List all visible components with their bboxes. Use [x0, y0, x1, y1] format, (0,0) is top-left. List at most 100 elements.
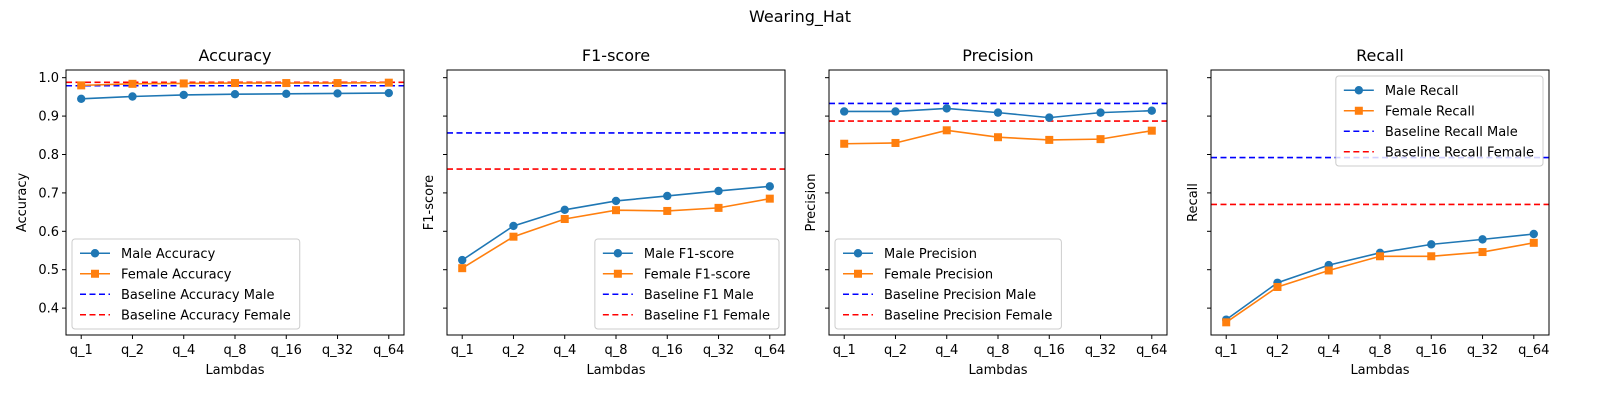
legend-label-baseline-f1-female: Baseline F1 Female: [644, 308, 770, 323]
data-point-male-f1-score: [611, 196, 621, 206]
x-tick-label-f1-score: q_4: [553, 343, 576, 358]
data-point-female-f1-score: [714, 203, 723, 212]
data-point-male-accuracy: [230, 89, 240, 99]
data-point-female-accuracy: [128, 79, 137, 88]
legend-box: [594, 238, 780, 330]
panel-recall: Recall q_1 q_2 q_4 q_8 q_16 q_32 q_64 Lambdas Rec…: [1186, 46, 1550, 378]
panel-accuracy: Accuracy 0.4 0.5 0.6 0.7 0.8 0.9 1.0 q_1 q_2 q_4 q_…: [15, 46, 405, 378]
data-point-female-recall: [1324, 266, 1333, 275]
legend-marker-male-recall: [1354, 86, 1364, 95]
data-point-male-precision: [891, 107, 900, 116]
legend-label-baseline-precision-female: Baseline Precision Female: [884, 308, 1052, 323]
legend-label-female-recall: Female Recall: [1385, 104, 1475, 119]
x-tick-label-f1-score: q_1: [451, 343, 474, 358]
data-point-female-accuracy: [231, 79, 239, 88]
data-point-male-recall: [1478, 235, 1487, 244]
x-tick-label-recall: q_32: [1467, 343, 1498, 358]
y-axis-label-precision: Precision: [804, 173, 819, 231]
data-point-female-accuracy: [179, 79, 188, 88]
legend-precision: Male Precision Female Precision Baseline P…: [834, 238, 1062, 330]
x-tick-label-recall: q_64: [1518, 343, 1549, 358]
legend-marker-male-f1-score: [613, 249, 623, 258]
x-tick-label-precision: q_8: [986, 343, 1009, 358]
x-axis-label-accuracy: Lambdas: [205, 363, 264, 378]
data-point-male-accuracy: [282, 89, 291, 99]
x-tick-label-recall: q_2: [1266, 343, 1289, 358]
data-point-female-accuracy: [77, 81, 86, 90]
x-tick-label-precision: q_32: [1085, 343, 1116, 358]
legend-label-male-precision: Male Precision: [884, 247, 977, 262]
legend-box: [71, 238, 301, 330]
data-point-male-accuracy: [384, 88, 393, 98]
x-tick-label-f1-score: q_64: [754, 343, 785, 358]
data-point-male-precision: [993, 108, 1003, 117]
x-tick-label-precision: q_2: [884, 343, 907, 358]
legend-f1-score: Male F1-score Female F1-score Baseline F1 …: [594, 238, 780, 330]
data-point-female-accuracy: [333, 79, 342, 88]
chart-panels: Accuracy 0.4 0.5 0.6 0.7 0.8 0.9 1.0 q_1 q_2 q_4 q_…: [15, 46, 1550, 378]
x-tick-label-f1-score: q_8: [604, 343, 627, 358]
legend-label-baseline-recall-male: Baseline Recall Male: [1385, 125, 1518, 140]
legend-label-baseline-precision-male: Baseline Precision Male: [884, 288, 1036, 303]
axes-frame-recall: [1210, 69, 1550, 336]
legend-label-male-f1-score: Male F1-score: [644, 247, 734, 262]
figure-suptitle: Wearing_Hat: [749, 7, 851, 27]
data-point-female-f1-score: [458, 264, 467, 273]
data-point-male-precision: [1096, 108, 1105, 117]
x-tick-label-accuracy: q_32: [322, 343, 353, 358]
data-point-male-f1-score: [714, 186, 723, 196]
data-point-male-precision: [840, 107, 849, 116]
legend-label-male-recall: Male Recall: [1385, 84, 1459, 99]
x-tick-label-precision: q_1: [833, 343, 856, 358]
data-point-female-recall: [1478, 248, 1487, 257]
legend-label-female-f1-score: Female F1-score: [644, 267, 751, 282]
x-tick-label-accuracy: q_2: [121, 343, 144, 358]
x-tick-label-precision: q_4: [935, 343, 958, 358]
legend-label-baseline-accuracy-female: Baseline Accuracy Female: [121, 308, 291, 323]
panel-title-f1-score: F1-score: [582, 46, 650, 65]
x-tick-label-recall: q_8: [1368, 343, 1391, 358]
data-point-female-f1-score: [560, 215, 569, 224]
x-axis-label-recall: Lambdas: [1350, 363, 1409, 378]
data-point-female-precision: [840, 139, 849, 148]
legend-box: [1335, 75, 1544, 167]
data-point-female-precision: [1096, 135, 1105, 144]
legend-marker-female-recall: [1354, 106, 1363, 115]
data-point-male-recall: [1427, 240, 1436, 249]
data-point-female-precision: [942, 126, 951, 135]
y-tick-label-accuracy: 0.8: [38, 148, 59, 163]
x-axis-label-f1-score: Lambdas: [586, 363, 645, 378]
data-point-female-recall: [1427, 252, 1436, 261]
x-tick-label-precision: q_64: [1136, 343, 1167, 358]
data-point-male-accuracy: [179, 90, 188, 100]
legend-marker-male-accuracy: [90, 249, 100, 258]
x-tick-label-accuracy: q_1: [70, 343, 93, 358]
x-tick-label-accuracy: q_16: [271, 343, 302, 358]
x-tick-label-f1-score: q_32: [703, 343, 734, 358]
data-point-female-f1-score: [612, 206, 620, 215]
data-point-female-accuracy: [384, 78, 393, 87]
data-point-male-accuracy: [77, 94, 86, 104]
axes-frame-f1-score: [446, 69, 786, 336]
data-point-female-accuracy: [282, 79, 291, 88]
legend-accuracy: Male Accuracy Female Accuracy Baseline Acc…: [71, 238, 301, 330]
data-point-female-recall: [1376, 252, 1384, 261]
data-point-female-recall: [1529, 238, 1538, 247]
data-point-male-precision: [942, 104, 951, 113]
y-tick-label-accuracy: 0.9: [38, 110, 59, 125]
data-point-male-f1-score: [663, 191, 672, 201]
x-tick-label-accuracy: q_4: [172, 343, 195, 358]
data-point-male-precision: [1045, 113, 1054, 122]
legend-label-baseline-accuracy-male: Baseline Accuracy Male: [121, 288, 275, 303]
legend-marker-female-accuracy: [91, 269, 99, 278]
data-point-female-precision: [891, 138, 900, 147]
x-tick-label-accuracy: q_8: [223, 343, 246, 358]
y-tick-label-accuracy: 0.6: [38, 225, 59, 240]
legend-label-baseline-f1-male: Baseline F1 Male: [644, 288, 754, 303]
legend-marker-female-f1-score: [613, 269, 622, 278]
y-tick-label-accuracy: 0.7: [38, 186, 59, 201]
legend-marker-male-precision: [853, 249, 863, 258]
y-tick-label-accuracy: 0.5: [38, 263, 59, 278]
legend-label-female-precision: Female Precision: [884, 267, 993, 282]
